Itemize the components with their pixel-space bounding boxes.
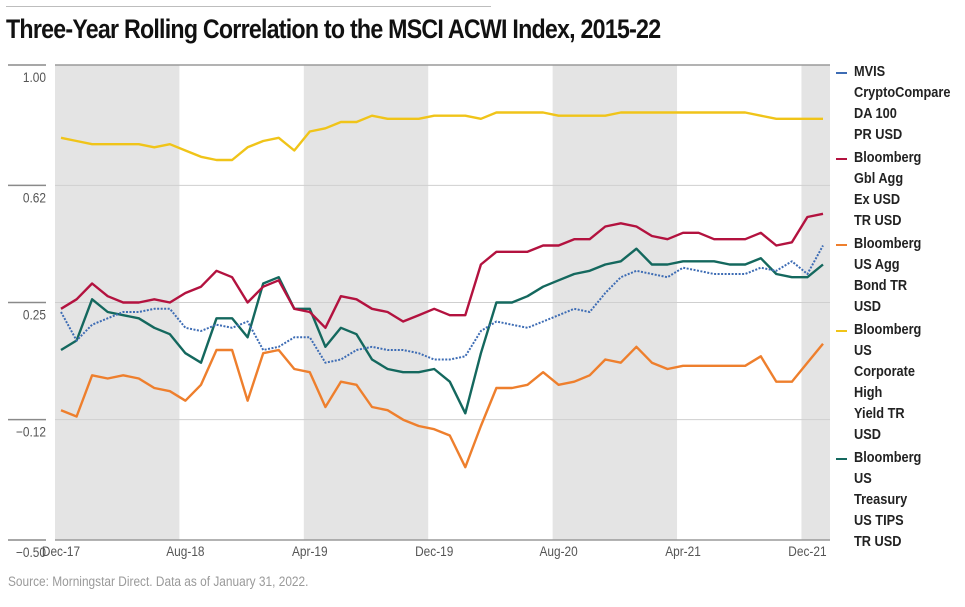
x-tick-label: Dec-19 (415, 543, 453, 559)
legend-swatch (836, 244, 847, 246)
x-tick-label: Apr-19 (292, 543, 328, 559)
series-line (60, 111, 823, 162)
legend-item: Bloomberg Gbl Agg Ex USD TR USD (836, 148, 964, 232)
series-line (60, 247, 824, 415)
legend-swatch (836, 330, 847, 332)
y-tick-label: −0.50 (16, 544, 46, 560)
y-tick-label: 0.62 (23, 190, 46, 206)
x-tick-label: Apr-21 (665, 543, 701, 559)
source-note: Source: Morningstar Direct. Data as of J… (8, 574, 309, 589)
legend-label: Bloomberg Gbl Agg Ex USD TR USD (854, 150, 922, 229)
x-tick-label: Aug-18 (166, 543, 204, 559)
legend-item: Bloomberg US Corporate High Yield TR USD (836, 320, 964, 446)
series-lines (60, 111, 824, 469)
legend-label: Bloomberg US Agg Bond TR USD (854, 236, 922, 315)
x-tick-label: Dec-21 (788, 543, 826, 559)
x-tick-label: Aug-20 (539, 543, 577, 559)
legend-label: Bloomberg US Treasury US TIPS TR USD (854, 450, 922, 550)
y-tick-label: −0.12 (16, 424, 46, 440)
legend-item: MVIS CryptoCompare DA 100 PR USD (836, 62, 964, 146)
legend-swatch (836, 458, 847, 460)
series-line (60, 212, 824, 329)
series-line (60, 342, 824, 469)
gridlines (55, 64, 830, 541)
legend-item: Bloomberg US Agg Bond TR USD (836, 234, 964, 318)
legend-item: Bloomberg US Treasury US TIPS TR USD (836, 448, 964, 553)
legend-label: Bloomberg US Corporate High Yield TR USD (854, 322, 922, 443)
chart-title: Three-Year Rolling Correlation to the MS… (6, 14, 661, 44)
series-line (60, 245, 824, 364)
legend-swatch (836, 72, 847, 74)
y-axis-ticks: 1.00 0.62 0.25 −0.12 −0.50 (8, 64, 46, 560)
legend-label: MVIS CryptoCompare DA 100 PR USD (854, 64, 951, 143)
top-rule (6, 6, 491, 7)
legend-swatch (836, 158, 847, 160)
x-axis-ticks: Dec-17 Aug-18 Apr-19 Dec-19 Aug-20 Apr-21 Dec-… (42, 543, 827, 559)
y-tick-label: 0.25 (23, 307, 46, 323)
legend: MVIS CryptoCompare DA 100 PR USD Bloomber… (836, 62, 964, 555)
x-tick-label: Dec-17 (42, 543, 80, 559)
y-tick-label: 1.00 (23, 69, 46, 85)
